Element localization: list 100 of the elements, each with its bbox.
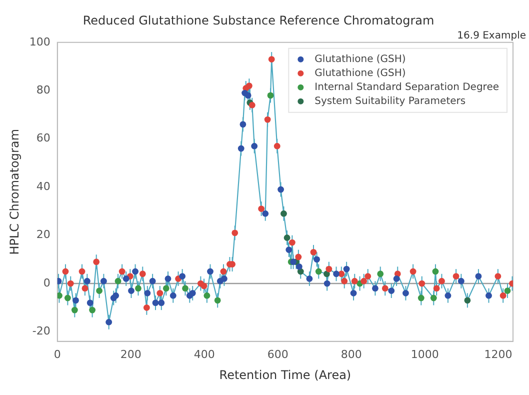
point xyxy=(264,116,271,123)
point xyxy=(238,145,244,152)
point xyxy=(143,304,150,311)
point xyxy=(182,285,188,292)
point xyxy=(333,270,340,278)
point xyxy=(89,306,96,314)
y-tick-label: -20 xyxy=(32,324,50,338)
point xyxy=(296,263,302,270)
point xyxy=(221,276,228,282)
legend-label: Glutathione (GSH) xyxy=(314,54,406,65)
point xyxy=(306,276,313,282)
point xyxy=(67,280,74,287)
point xyxy=(377,270,384,278)
point xyxy=(170,292,176,299)
point xyxy=(314,256,320,263)
point xyxy=(149,278,156,284)
point xyxy=(278,186,284,193)
point xyxy=(393,276,400,282)
point xyxy=(246,82,252,90)
point xyxy=(464,297,471,304)
point xyxy=(310,248,317,256)
point xyxy=(286,246,292,253)
point xyxy=(388,288,395,294)
point xyxy=(326,266,332,272)
point xyxy=(438,278,445,284)
x-tick-label: 1000 xyxy=(410,348,439,361)
point xyxy=(267,92,274,99)
point xyxy=(189,290,196,296)
point xyxy=(162,285,170,292)
y-tick-label: 80 xyxy=(36,83,50,96)
legend-label: Internal Standard Separation Degree xyxy=(314,82,500,93)
point xyxy=(444,292,452,299)
point xyxy=(418,294,424,302)
point xyxy=(410,268,416,275)
x-tick-label: 800 xyxy=(340,348,362,361)
y-tick-label: 20 xyxy=(36,228,50,242)
x-tick-label: 0 xyxy=(54,348,61,361)
point xyxy=(432,268,439,275)
y-tick-label: 0 xyxy=(43,276,50,290)
point xyxy=(82,285,88,292)
x-tick-label: 600 xyxy=(267,348,288,361)
point xyxy=(262,210,269,217)
y-tick-label: 100 xyxy=(29,35,50,48)
point xyxy=(341,278,348,284)
point xyxy=(152,300,159,306)
y-axis-title: HPLC Chromatogram xyxy=(7,128,22,255)
point xyxy=(274,142,280,150)
point xyxy=(139,270,146,278)
point xyxy=(475,273,482,280)
point xyxy=(500,292,506,299)
x-tick-label: 1200 xyxy=(484,348,512,361)
x-tick-label: 400 xyxy=(194,348,215,361)
point xyxy=(114,278,122,284)
point xyxy=(288,239,296,246)
point xyxy=(248,102,256,108)
point xyxy=(402,290,409,296)
point xyxy=(158,300,165,306)
point xyxy=(118,268,126,275)
legend-label: System Suitability Parameters xyxy=(314,96,466,107)
point xyxy=(179,273,186,280)
point xyxy=(128,288,134,294)
point xyxy=(350,290,357,296)
point xyxy=(486,292,492,299)
point xyxy=(164,276,172,282)
text: 16.9 Example xyxy=(457,30,526,42)
point xyxy=(360,278,368,284)
point xyxy=(251,142,258,150)
point xyxy=(240,121,246,128)
point xyxy=(430,294,437,302)
point xyxy=(452,273,460,280)
x-axis-title: Retention Time (Area) xyxy=(219,368,352,382)
point xyxy=(132,268,138,275)
point xyxy=(72,297,79,304)
point xyxy=(504,288,511,294)
point xyxy=(122,276,130,282)
point xyxy=(324,280,330,287)
point xyxy=(364,273,372,280)
point xyxy=(93,258,100,266)
x-tick-label: 200 xyxy=(120,348,142,361)
point xyxy=(204,292,210,299)
point xyxy=(100,278,107,284)
point xyxy=(244,92,252,99)
point xyxy=(268,56,275,62)
chart-title: Reduced Glutathione Substance Reference Chromatogram xyxy=(82,13,434,28)
point xyxy=(96,288,102,294)
legend-label: Glutathione (GSH) xyxy=(314,68,406,79)
point xyxy=(232,230,238,236)
point xyxy=(324,270,330,278)
point xyxy=(382,285,388,292)
point xyxy=(220,268,227,275)
y-tick-label: 40 xyxy=(36,180,50,193)
point xyxy=(494,273,502,280)
point xyxy=(135,285,142,292)
point xyxy=(106,318,112,326)
point xyxy=(343,266,350,272)
point xyxy=(284,234,290,241)
point xyxy=(458,278,464,284)
point xyxy=(112,292,120,299)
point xyxy=(78,268,86,275)
point xyxy=(62,268,69,275)
